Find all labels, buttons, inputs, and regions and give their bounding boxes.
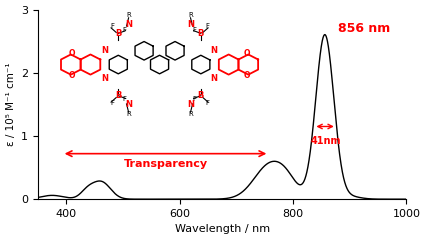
- Text: 856 nm: 856 nm: [338, 22, 391, 35]
- Y-axis label: ε / 10⁵ M⁻¹ cm⁻¹: ε / 10⁵ M⁻¹ cm⁻¹: [6, 63, 16, 146]
- Text: 41nm: 41nm: [310, 136, 341, 146]
- X-axis label: Wavelength / nm: Wavelength / nm: [175, 224, 270, 234]
- Text: Transparency: Transparency: [124, 159, 207, 169]
